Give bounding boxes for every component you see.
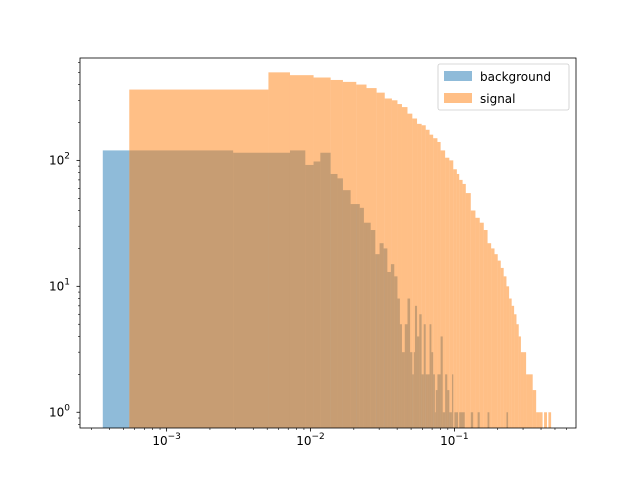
legend-swatch-background: [444, 71, 472, 81]
signal-bar: [459, 179, 463, 428]
x-tick-label: 10−3: [152, 432, 181, 448]
signal-bar: [429, 134, 434, 429]
signal-bar: [330, 79, 343, 428]
signal-bar: [397, 104, 402, 428]
signal-bar: [421, 125, 426, 429]
signal-bar: [514, 314, 517, 428]
signal-bar: [475, 217, 480, 428]
y-tick-label: 100: [49, 403, 70, 419]
signal-bar: [433, 138, 438, 428]
signal-bar: [453, 169, 457, 428]
signal-bar: [532, 390, 537, 428]
signal-bar: [479, 222, 484, 428]
signal-bar: [407, 113, 413, 429]
series-signal: [129, 72, 552, 429]
x-tick-label: 10−2: [296, 432, 325, 448]
signal-bar: [509, 298, 512, 428]
signal-bar: [526, 374, 530, 428]
signal-bar: [500, 267, 504, 428]
signal-bar: [462, 183, 466, 428]
signal-bar: [417, 123, 422, 428]
signal-bar: [520, 352, 524, 428]
legend-swatch-signal: [444, 93, 472, 103]
signal-bar: [506, 286, 510, 428]
signal-bar: [548, 412, 552, 428]
signal-bar: [456, 173, 460, 428]
signal-bar: [497, 260, 501, 428]
background-bar: [102, 150, 130, 428]
signal-bar: [376, 92, 385, 429]
y-tick-label: 101: [49, 277, 70, 293]
signal-bar: [425, 129, 430, 428]
signal-bar: [503, 276, 507, 428]
signal-bar: [449, 160, 454, 428]
signal-bar: [401, 107, 408, 428]
signal-bar: [366, 88, 377, 428]
bars-layer: [102, 72, 552, 429]
legend-label-signal: signal: [480, 92, 516, 106]
legend-label-background: background: [480, 70, 551, 84]
signal-bar: [465, 193, 471, 428]
axis-ticks: 10−3 10−2 10−1 100 101 102: [49, 62, 567, 448]
signal-bar: [483, 230, 488, 428]
signal-bar: [536, 412, 540, 428]
signal-bar: [313, 77, 331, 428]
signal-bar: [342, 81, 357, 428]
signal-bar: [289, 75, 314, 428]
signal-bar: [356, 84, 367, 428]
signal-bar: [391, 100, 398, 428]
signal-bar: [129, 89, 269, 428]
signal-bar: [412, 118, 418, 428]
signal-bar: [523, 352, 527, 428]
legend: background signal: [437, 63, 570, 111]
signal-bar: [494, 254, 498, 428]
signal-bar: [440, 150, 446, 428]
signal-bar: [539, 412, 543, 428]
signal-bar: [518, 336, 521, 428]
signal-bar: [445, 157, 450, 428]
signal-bar: [470, 210, 476, 428]
plot-frame: [79, 57, 577, 429]
signal-bar: [511, 305, 515, 428]
signal-bar: [437, 141, 441, 429]
y-tick-label: 102: [49, 151, 70, 167]
signal-bar: [268, 72, 290, 428]
x-tick-label: 10−1: [440, 432, 469, 448]
signal-bar: [384, 98, 392, 428]
signal-bar: [529, 374, 533, 428]
signal-bar: [516, 324, 519, 428]
signal-bar: [544, 412, 547, 428]
signal-bar: [487, 243, 492, 428]
signal-bar: [491, 248, 495, 428]
